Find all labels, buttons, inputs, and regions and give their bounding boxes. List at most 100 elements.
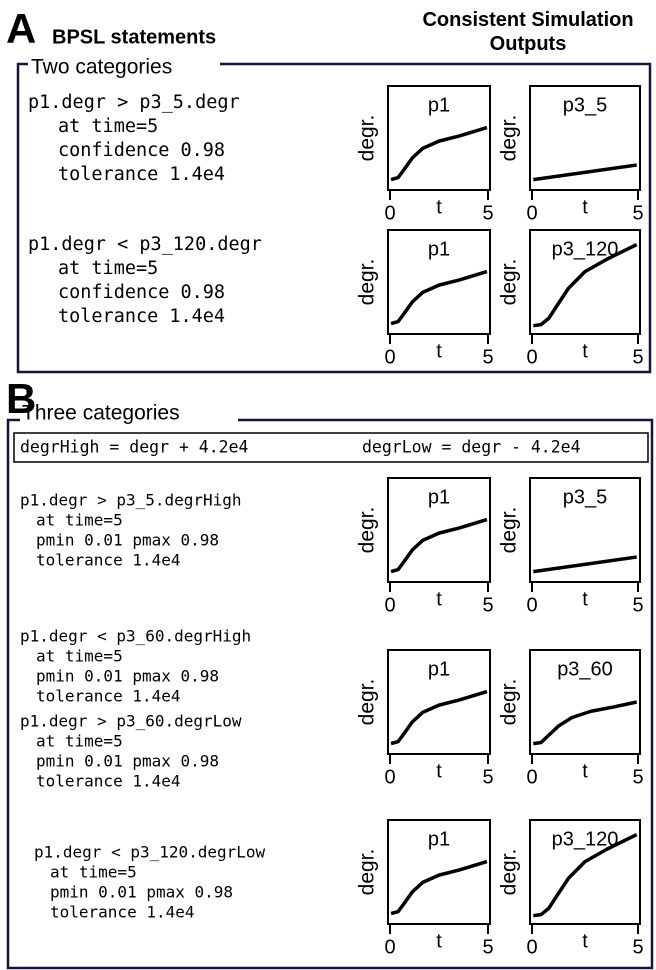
y-label: degr. xyxy=(498,507,521,554)
x-tick-label: 0 xyxy=(526,936,537,958)
label-bg xyxy=(28,62,220,68)
statement-line: p1.degr < p3_60.degrHigh xyxy=(20,627,251,646)
plot-title: p1 xyxy=(428,658,450,680)
statement-line: tolerance 1.4e4 xyxy=(58,164,225,185)
statement-line: p1.degr < p3_120.degrLow xyxy=(34,843,266,862)
x-label: t xyxy=(436,196,442,218)
statement-line: pmin 0.01 pmax 0.98 xyxy=(36,531,219,550)
plot-title: p1 xyxy=(428,486,450,508)
statement-line: at time=5 xyxy=(36,647,123,666)
y-label: degr. xyxy=(498,115,521,162)
statement-line: tolerance 1.4e4 xyxy=(36,687,181,706)
x-tick-label: 0 xyxy=(384,346,395,368)
statement-line: at time=5 xyxy=(58,258,158,279)
x-tick-label: 5 xyxy=(632,202,643,224)
x-tick-label: 5 xyxy=(632,594,643,616)
plot-frame xyxy=(529,85,641,191)
plot-title: p3_5 xyxy=(563,486,608,508)
statement-line: at time=5 xyxy=(50,863,137,882)
statement-line: tolerance 1.4e4 xyxy=(58,306,225,327)
curve xyxy=(390,859,488,916)
section-box xyxy=(16,62,652,374)
statement-line: pmin 0.01 pmax 0.98 xyxy=(36,752,219,771)
plot-frame xyxy=(529,819,641,925)
curve xyxy=(533,555,637,574)
statement-line: tolerance 1.4e4 xyxy=(36,772,181,791)
x-tick-label: 5 xyxy=(482,346,493,368)
x-label: t xyxy=(436,760,442,782)
x-label: t xyxy=(582,760,588,782)
x-label: t xyxy=(582,196,588,218)
column-header: Consistent Simulation Outputs xyxy=(422,9,634,55)
y-label: degr. xyxy=(356,849,379,896)
y-label: degr. xyxy=(498,849,521,896)
x-label: t xyxy=(582,340,588,362)
x-tick-label: 0 xyxy=(526,766,537,788)
y-label: degr. xyxy=(356,507,379,554)
column-header: BPSL statements xyxy=(52,26,216,48)
x-tick-label: 5 xyxy=(632,346,643,368)
x-label: t xyxy=(582,930,588,952)
definition-box xyxy=(13,432,649,463)
plot-frame xyxy=(529,229,641,335)
plot-frame xyxy=(529,477,641,583)
statement-line: at time=5 xyxy=(58,116,158,137)
curve xyxy=(533,163,637,182)
statement-line: pmin 0.01 pmax 0.98 xyxy=(50,883,233,902)
curve xyxy=(533,242,638,328)
y-label: degr. xyxy=(498,259,521,306)
x-tick-label: 0 xyxy=(526,346,537,368)
plot-title: p1 xyxy=(428,238,450,260)
plot-title: p3_5 xyxy=(563,94,608,116)
x-tick-label: 5 xyxy=(482,594,493,616)
statement-line: p1.degr > p3_5.degrHigh xyxy=(20,491,242,510)
plot-frame xyxy=(529,649,641,755)
y-label: degr. xyxy=(498,679,521,726)
plot-title: p3_120 xyxy=(552,238,619,260)
y-label: degr. xyxy=(356,259,379,306)
x-tick-label: 5 xyxy=(482,766,493,788)
curve xyxy=(533,700,638,746)
statement-line: confidence 0.98 xyxy=(58,282,225,303)
x-label: t xyxy=(436,930,442,952)
section-box xyxy=(6,418,654,970)
x-tick-label: 5 xyxy=(482,202,493,224)
statement-line: tolerance 1.4e4 xyxy=(50,903,195,922)
plot-frame xyxy=(387,85,491,191)
x-label: t xyxy=(436,340,442,362)
y-label: degr. xyxy=(356,115,379,162)
x-tick-label: 5 xyxy=(632,766,643,788)
y-label: degr. xyxy=(356,679,379,726)
statement-line: p1.degr < p3_120.degr xyxy=(28,234,262,255)
statement-line: confidence 0.98 xyxy=(58,140,225,161)
plot-frame xyxy=(387,229,491,335)
panel-letter: A xyxy=(6,5,36,52)
section-label: Two categories xyxy=(31,56,172,79)
curve xyxy=(533,832,638,918)
plot-title: p3_120 xyxy=(552,828,619,850)
x-tick-label: 5 xyxy=(482,936,493,958)
x-tick-label: 0 xyxy=(384,936,395,958)
statement-line: tolerance 1.4e4 xyxy=(36,551,181,570)
label-bg xyxy=(20,418,238,424)
statement-line: p1.degr > p3_5.degr xyxy=(28,92,240,113)
x-label: t xyxy=(582,588,588,610)
curve xyxy=(390,689,488,746)
statement-line: at time=5 xyxy=(36,511,123,530)
x-tick-label: 0 xyxy=(384,202,395,224)
statement-line: p1.degr > p3_60.degrLow xyxy=(20,712,242,731)
x-tick-label: 5 xyxy=(632,936,643,958)
statement-line: at time=5 xyxy=(36,732,123,751)
curve xyxy=(390,517,488,574)
plot-title: p1 xyxy=(428,828,450,850)
definition: degrLow = degr - 4.2e4 xyxy=(362,438,581,457)
panel-letter: B xyxy=(6,375,36,422)
definition: degrHigh = degr + 4.2e4 xyxy=(20,438,249,457)
curve xyxy=(390,125,488,182)
x-tick-label: 0 xyxy=(526,594,537,616)
statement-line: pmin 0.01 pmax 0.98 xyxy=(36,667,219,686)
curve xyxy=(390,269,488,326)
x-tick-label: 0 xyxy=(526,202,537,224)
